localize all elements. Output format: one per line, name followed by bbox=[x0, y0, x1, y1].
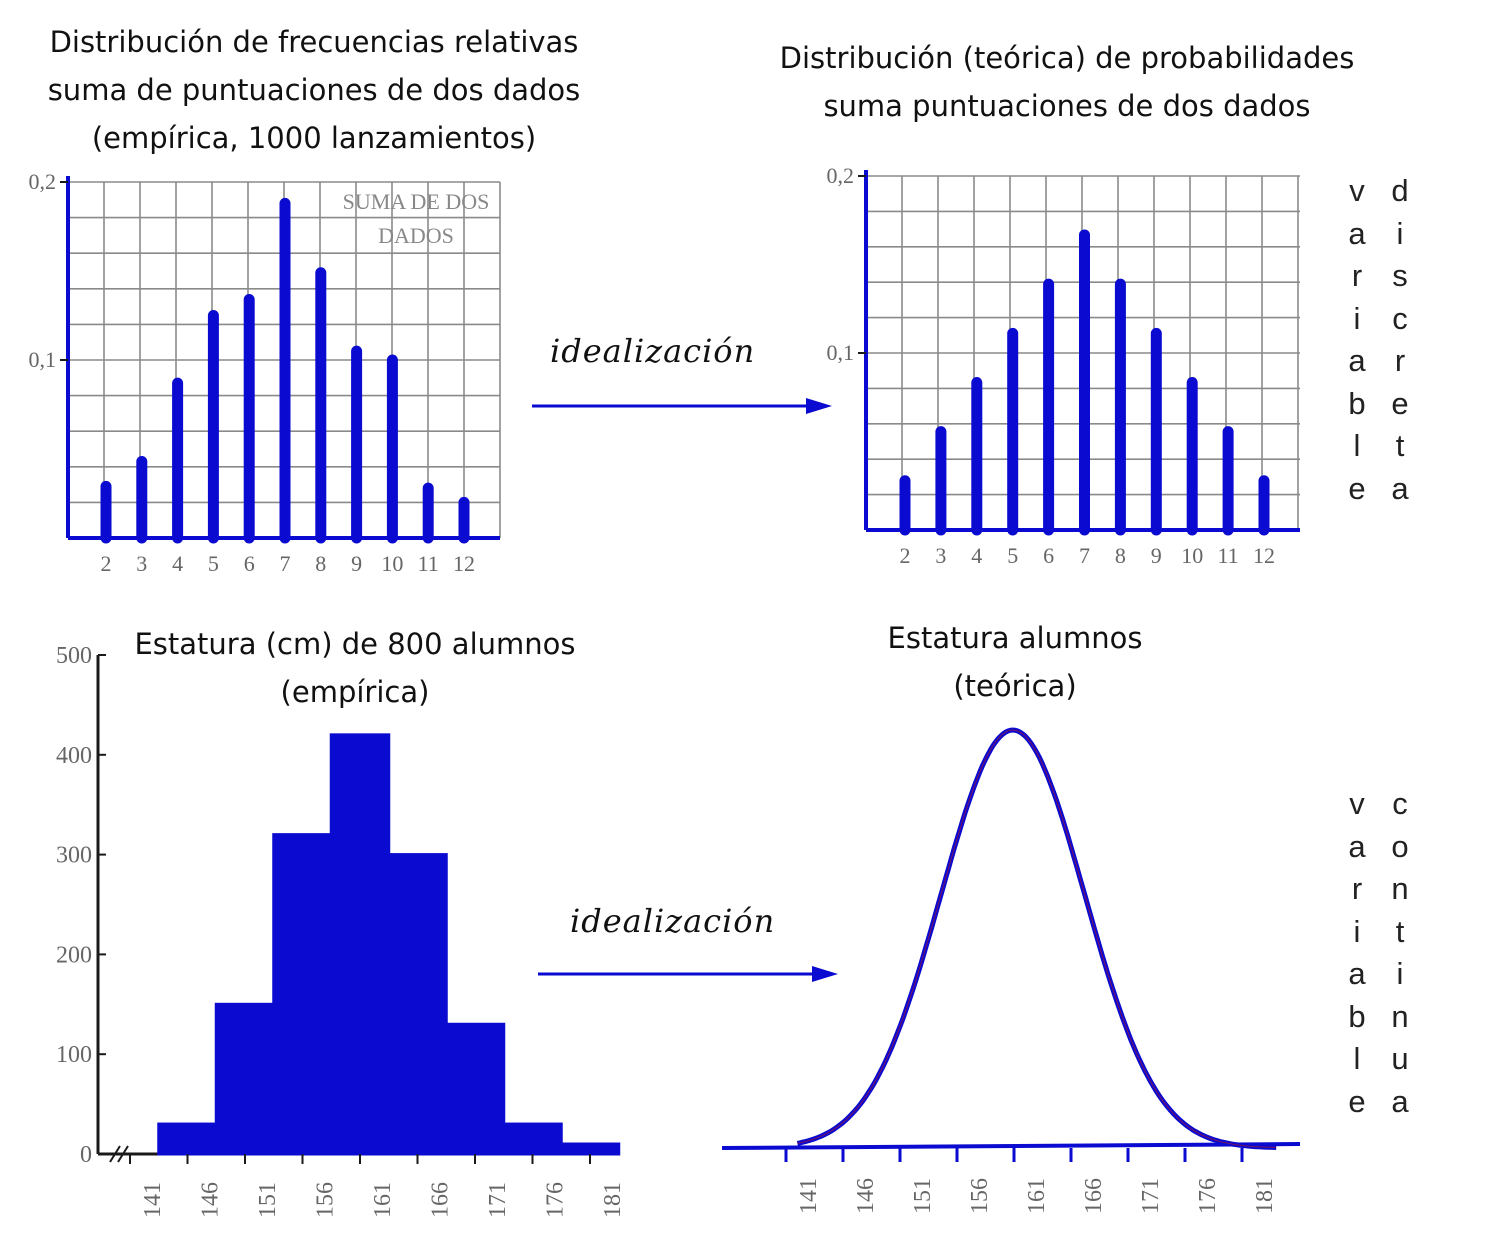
x-tick-label: 161 bbox=[1024, 1178, 1050, 1214]
y-tick-label: 200 bbox=[56, 942, 92, 968]
x-tick-label: 3 bbox=[136, 551, 147, 576]
x-tick-label: 171 bbox=[1138, 1178, 1164, 1214]
x-tick-label: 161 bbox=[370, 1182, 396, 1218]
x-tick-label: 166 bbox=[1081, 1178, 1107, 1214]
histogram-bar bbox=[387, 853, 448, 1156]
x-tick-label: 10 bbox=[381, 551, 403, 576]
y-tick-label: 0,2 bbox=[29, 169, 57, 194]
y-tick-label: 500 bbox=[56, 643, 92, 669]
arrow-label-top: idealización bbox=[550, 332, 756, 370]
x-tick-label: 2 bbox=[101, 551, 112, 576]
histogram-bar bbox=[272, 833, 333, 1156]
x-tick-label: 4 bbox=[172, 551, 183, 576]
x-axis bbox=[721, 1142, 1301, 1150]
title-line: (empírica, 1000 lanzamientos) bbox=[91, 121, 537, 155]
curve-edge bbox=[797, 729, 1277, 1148]
title-line: (empírica) bbox=[280, 675, 430, 709]
x-tick-label: 11 bbox=[418, 551, 439, 576]
x-tick-label: 141 bbox=[140, 1182, 166, 1218]
x-tick-label: 181 bbox=[1252, 1178, 1278, 1214]
x-tick-label: 146 bbox=[853, 1178, 879, 1214]
chart-title-dice-theoretical: Distribución (teórica) de probabilidades… bbox=[742, 34, 1392, 130]
y-tick-label: 400 bbox=[56, 743, 92, 769]
title-line: (teórica) bbox=[953, 669, 1077, 703]
chart-title-dice-empirical: Distribución de frecuencias relativas su… bbox=[0, 18, 628, 162]
x-tick-label: 6 bbox=[244, 551, 255, 576]
x-tick-label: 8 bbox=[1115, 543, 1126, 568]
vertical-label-continua: c o n t i n u a bbox=[1391, 786, 1409, 1119]
x-tick-label: 7 bbox=[280, 551, 291, 576]
arrow-label-bottom: idealización bbox=[570, 902, 776, 940]
y-tick-label: 100 bbox=[56, 1042, 92, 1068]
x-tick-label: 2 bbox=[900, 543, 911, 568]
title-line: suma puntuaciones de dos dados bbox=[823, 89, 1311, 123]
y-tick-label: 0,1 bbox=[29, 347, 57, 372]
x-tick-label: 8 bbox=[315, 551, 326, 576]
x-tick-label: 12 bbox=[453, 551, 475, 576]
x-tick-label: 4 bbox=[971, 543, 982, 568]
y-tick-label: 0,2 bbox=[827, 163, 855, 188]
chart-title-height-empirical: Estatura (cm) de 800 alumnos (empírica) bbox=[110, 620, 600, 716]
x-tick-label: 181 bbox=[600, 1182, 626, 1218]
title-line: suma de puntuaciones de dos dados bbox=[47, 73, 581, 107]
vertical-label-variable-continuous: v a r i a b l e bbox=[1348, 786, 1366, 1119]
chart-title-height-theoretical: Estatura alumnos (teórica) bbox=[860, 614, 1170, 710]
x-tick-label: 11 bbox=[1218, 543, 1239, 568]
inset-label: SUMA DE DOS bbox=[343, 189, 490, 214]
histogram-bar bbox=[502, 1122, 563, 1156]
x-tick-label: 156 bbox=[313, 1182, 339, 1218]
x-tick-label: 12 bbox=[1253, 543, 1275, 568]
y-tick-label: 0 bbox=[80, 1142, 92, 1168]
title-line: Distribución (teórica) de probabilidades bbox=[779, 41, 1355, 75]
x-tick-label: 151 bbox=[255, 1182, 281, 1218]
x-tick-label: 176 bbox=[1195, 1178, 1221, 1214]
title-line: Estatura (cm) de 800 alumnos bbox=[134, 627, 576, 661]
histogram-bar bbox=[444, 1022, 506, 1156]
inset-label: DADOS bbox=[378, 223, 454, 248]
vertical-label-discreta: d i s c r e t a bbox=[1391, 173, 1409, 506]
x-tick-label: 151 bbox=[910, 1178, 936, 1214]
x-tick-label: 3 bbox=[935, 543, 946, 568]
y-tick-label: 300 bbox=[56, 843, 92, 869]
x-tick-label: 9 bbox=[351, 551, 362, 576]
y-tick-label: 0,1 bbox=[827, 340, 855, 365]
x-tick-label: 9 bbox=[1151, 543, 1162, 568]
x-tick-label: 7 bbox=[1079, 543, 1090, 568]
x-tick-label: 166 bbox=[428, 1182, 454, 1218]
vertical-label-variable-discrete: v a r i a b l e bbox=[1348, 173, 1366, 506]
x-tick-label: 5 bbox=[1007, 543, 1018, 568]
title-line: Distribución de frecuencias relativas bbox=[49, 25, 579, 59]
title-line: Estatura alumnos bbox=[887, 621, 1143, 655]
x-tick-label: 171 bbox=[485, 1182, 511, 1218]
axis-break-icon bbox=[109, 1145, 129, 1163]
x-tick-label: 6 bbox=[1043, 543, 1054, 568]
x-tick-label: 146 bbox=[198, 1182, 224, 1218]
x-tick-label: 156 bbox=[967, 1178, 993, 1214]
x-tick-label: 10 bbox=[1181, 543, 1203, 568]
x-tick-label: 176 bbox=[543, 1182, 569, 1218]
x-tick-label: 141 bbox=[796, 1178, 822, 1214]
x-tick-label: 5 bbox=[208, 551, 219, 576]
